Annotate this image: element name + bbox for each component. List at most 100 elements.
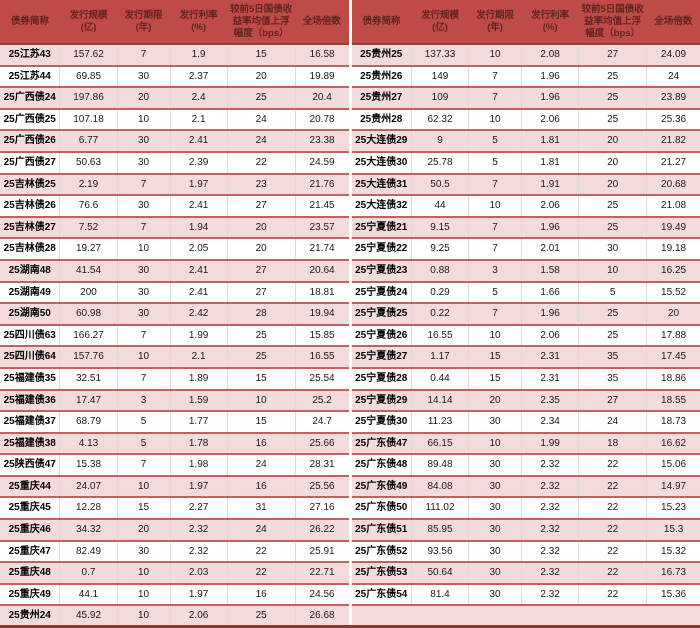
value-cell: 25.66 [294, 432, 349, 456]
bond-name-cell: 25广东债50 [351, 497, 412, 521]
column-header-spread-bps: 较前5日国债收 益率均值上浮 幅度（bps） [227, 0, 296, 45]
value-cell: 18.55 [646, 389, 700, 413]
value-cell: 7 [468, 238, 522, 261]
value-cell: 2.08 [521, 44, 579, 67]
table-row: 25吉林债25 2.19 7 1.97 23 21.76 [0, 173, 349, 197]
value-cell: 7 [468, 303, 522, 326]
value-cell: 0.22 [410, 303, 469, 326]
column-header-issue-size: 发行规模 (亿) [411, 0, 469, 45]
table-row: 25大连债31 50.5 7 1.91 20 20.68 [351, 173, 700, 197]
bond-name-cell: 25湖南50 [0, 303, 60, 326]
table-row: 25吉林债27 7.52 7 1.94 20 23.57 [0, 216, 349, 240]
bond-name-cell: 25吉林债27 [0, 216, 60, 240]
value-cell: 1.9 [169, 44, 228, 67]
bond-name-cell: 25宁夏债22 [351, 238, 412, 261]
value-cell: 2.4 [169, 87, 228, 110]
value-cell: 16.73 [646, 562, 700, 585]
value-cell: 6.77 [59, 130, 118, 153]
value-cell: 21.08 [646, 195, 700, 218]
value-cell: 23.57 [294, 216, 349, 240]
value-cell: 1.97 [169, 173, 228, 197]
value-cell: 1.98 [169, 454, 228, 477]
value-cell: 149 [410, 65, 469, 89]
table-row: 25广东债54 81.4 30 2.32 22 15.36 [351, 583, 700, 607]
value-cell: 41.54 [59, 259, 118, 283]
value-cell: 22 [226, 151, 296, 175]
bond-name-cell: 25广东债53 [351, 562, 412, 585]
table-row: 25重庆48 0.7 10 2.03 22 22.71 [0, 562, 349, 585]
column-header-bond-name: 债券简称 [351, 0, 412, 45]
value-cell: 20 [226, 65, 296, 89]
table-row: 25湖南48 41.54 30 2.41 27 20.64 [0, 259, 349, 283]
value-cell: 10 [116, 346, 171, 369]
value-cell: 10 [468, 44, 522, 67]
bond-name-cell: 25大连债29 [351, 130, 412, 153]
value-cell: 2.1 [169, 346, 228, 369]
bond-name-cell: 25广东债48 [351, 454, 412, 477]
column-header-spread-bps: 较前5日国债收 益率均值上浮 幅度（bps） [578, 0, 647, 45]
value-cell: 2.42 [169, 303, 228, 326]
value-cell: 21.82 [646, 130, 700, 153]
table-row: 25重庆45 12.28 15 2.27 31 27.16 [0, 497, 349, 521]
table-row: 25广东债51 85.95 30 2.32 22 15.3 [351, 519, 700, 542]
bond-name-cell: 25大连债32 [351, 195, 412, 218]
value-cell: 22 [578, 519, 647, 542]
bond-name-cell: 25贵州26 [351, 65, 412, 89]
value-cell: 27 [578, 389, 647, 413]
table-row: 25广东债53 50.64 30 2.32 22 16.73 [351, 562, 700, 585]
value-cell: 45.92 [59, 605, 118, 625]
table-body-left: 25江苏43 157.62 7 1.9 15 16.58 25江苏44 69.85 30 2.37… [0, 44, 349, 625]
value-cell: 3 [116, 389, 171, 413]
value-cell: 82.49 [59, 540, 118, 564]
value-cell: 16 [226, 432, 296, 456]
table-row: 25福建债35 32.51 7 1.89 15 25.54 [0, 367, 349, 391]
value-cell: 10 [116, 108, 171, 132]
value-cell: 7 [116, 454, 171, 477]
value-cell: 20 [468, 389, 522, 413]
table-row: 25江苏44 69.85 30 2.37 20 19.89 [0, 65, 349, 89]
value-cell: 50.64 [410, 562, 469, 585]
bond-name-cell: 25大连债30 [351, 151, 412, 175]
value-cell: 62.32 [410, 108, 469, 132]
value-cell: 7 [116, 216, 171, 240]
value-cell: 18.86 [646, 367, 700, 391]
value-cell: 30 [468, 519, 522, 542]
value-cell: 2.34 [521, 411, 579, 434]
value-cell: 20 [116, 519, 171, 542]
value-cell: 30 [468, 411, 522, 434]
value-cell: 1.59 [169, 389, 228, 413]
value-cell: 7.52 [59, 216, 118, 240]
bond-name-cell: 25广西债26 [0, 130, 60, 153]
bond-name-cell: 25重庆48 [0, 562, 60, 585]
value-cell: 28 [226, 303, 296, 326]
value-cell: 27 [226, 281, 296, 305]
value-cell: 30 [116, 259, 171, 283]
value-cell: 111.02 [410, 497, 469, 521]
value-cell: 30 [116, 130, 171, 153]
value-cell: 2.41 [169, 259, 228, 283]
table-row: 25贵州28 62.32 10 2.06 25 25.36 [351, 108, 700, 132]
value-cell: 2.03 [169, 562, 228, 585]
value-cell: 7 [116, 324, 171, 348]
table-row: 25广东债48 89.48 30 2.32 22 15.06 [351, 454, 700, 477]
header-row: 债券简称 发行规模 (亿) 发行期限 (年) 发行利率 (%) 较前5日国债收 … [0, 0, 349, 45]
bond-name-cell: 25福建债36 [0, 389, 60, 413]
bond-name-cell: 25广东债47 [351, 432, 412, 456]
value-cell: 15 [226, 44, 296, 67]
value-cell: 30 [468, 562, 522, 585]
column-header-issue-size: 发行规模 (亿) [59, 0, 118, 45]
value-cell: 25 [578, 303, 647, 326]
bond-table-right: 债券简称 发行规模 (亿) 发行期限 (年) 发行利率 (%) 较前5日国债收 … [351, 0, 700, 607]
table-row: 25宁夏债28 0.44 15 2.31 35 18.86 [351, 367, 700, 391]
value-cell: 2.32 [521, 562, 579, 585]
value-cell: 15 [468, 346, 522, 369]
value-cell: 2.06 [521, 324, 579, 348]
value-cell: 26.68 [294, 605, 349, 625]
value-cell: 10 [578, 259, 647, 283]
value-cell: 10 [116, 475, 171, 499]
value-cell: 18 [578, 432, 647, 456]
column-header-bid-multiple: 全场倍数 [295, 0, 349, 45]
value-cell: 25.78 [410, 151, 469, 175]
value-cell: 27.16 [294, 497, 349, 521]
value-cell: 1.91 [521, 173, 579, 197]
